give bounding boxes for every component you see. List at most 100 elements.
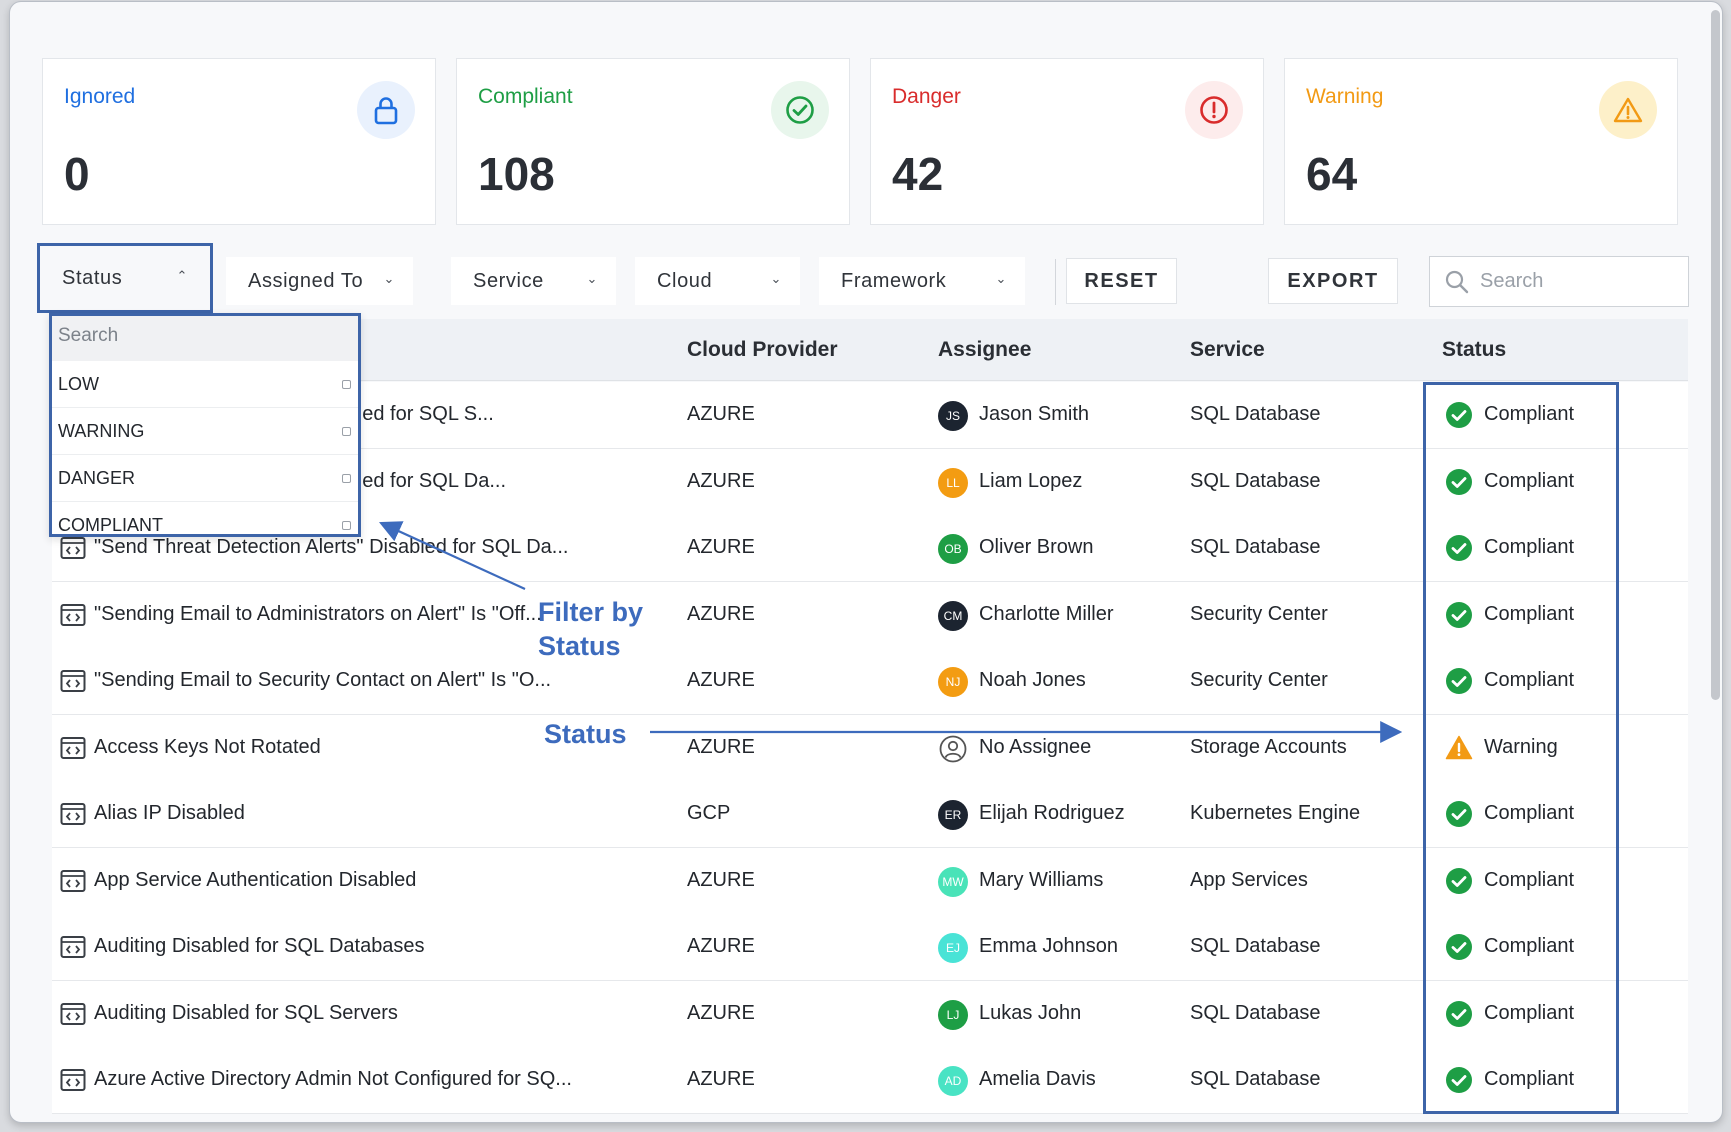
reset-button[interactable]: RESET — [1066, 258, 1177, 304]
warning-triangle-icon — [1599, 81, 1657, 139]
compliant-status-icon — [1446, 1000, 1472, 1027]
assignee-column-header[interactable]: Assignee — [938, 338, 1032, 361]
annotation-line: Filter by — [538, 597, 644, 627]
table-row[interactable]: "Send Threat Detection Alerts" Disabled … — [52, 515, 1688, 582]
status-option-warning[interactable]: WARNING — [52, 408, 358, 455]
checkbox[interactable] — [342, 521, 351, 530]
ignored-card[interactable]: Ignored 0 — [42, 58, 436, 225]
annotation-arrows — [379, 521, 1403, 743]
status-label: Compliant — [1484, 669, 1575, 691]
code-rule-icon — [60, 603, 86, 626]
danger-card[interactable]: Danger 42 — [870, 58, 1264, 225]
avatar: NJ — [938, 667, 968, 697]
avatar: OB — [938, 534, 968, 564]
service-name: Storage Accounts — [1190, 735, 1347, 758]
app-window: Ignored 0 Compliant 108 Danger 42 Warnin… — [9, 1, 1723, 1123]
checkbox[interactable] — [342, 474, 351, 483]
code-rule-icon — [60, 1069, 86, 1091]
card-title: Ignored — [64, 85, 136, 108]
status-filter-search-input[interactable] — [52, 316, 352, 356]
rule-name[interactable]: Azure Active Directory Admin Not Configu… — [94, 1068, 572, 1090]
assigned-to-filter-dropdown[interactable]: Assigned To ⌄ — [226, 257, 413, 305]
assignee-name: Elijah Rodriguez — [979, 802, 1125, 824]
service-filter-dropdown[interactable]: Service ⌄ — [451, 257, 616, 305]
card-title: Warning — [1306, 85, 1384, 108]
code-rule-icon — [60, 936, 86, 958]
rule-name[interactable]: "Send Threat Detection Alerts" Disabled … — [94, 536, 569, 558]
cloud-provider: AZURE — [687, 1001, 755, 1024]
code-rule-icon — [60, 537, 86, 559]
status-filter-dropdown[interactable]: Status ⌃ — [37, 243, 213, 313]
card-title: Danger — [892, 85, 961, 108]
status-label: Compliant — [1484, 802, 1575, 824]
scrollbar[interactable] — [1711, 10, 1720, 700]
checkbox[interactable] — [342, 380, 351, 389]
cloud-provider-column-header[interactable]: Cloud Provider — [687, 338, 838, 361]
cloud-filter-dropdown[interactable]: Cloud ⌄ — [635, 257, 800, 305]
status-option-danger[interactable]: DANGER — [52, 455, 358, 502]
chevron-down-icon: ⌄ — [383, 271, 395, 286]
compliant-status-icon — [1446, 668, 1472, 694]
rule-name[interactable]: Auditing Disabled for SQL Servers — [94, 1001, 398, 1024]
status-filter-search[interactable] — [52, 316, 358, 361]
checkbox[interactable] — [342, 427, 351, 436]
service-column-header[interactable]: Service — [1190, 338, 1265, 361]
rule-name[interactable]: "Sending Email to Administrators on Aler… — [94, 602, 542, 625]
status-option-label: DANGER — [58, 467, 136, 488]
compliant-status-icon — [1446, 535, 1472, 561]
avatar: MW — [938, 866, 968, 897]
status-filter-label: Status — [62, 266, 123, 289]
table-row[interactable]: Auditing Disabled for SQL Databases AZURE… — [52, 914, 1688, 981]
chevron-up-icon: ⌃ — [176, 268, 188, 283]
service-name: SQL Database — [1190, 403, 1321, 425]
service-name: Kubernetes Engine — [1190, 802, 1361, 824]
search-box[interactable] — [1429, 256, 1689, 307]
framework-filter-dropdown[interactable]: Framework ⌄ — [819, 257, 1025, 305]
lock-icon — [357, 81, 415, 139]
card-value: 0 — [64, 148, 90, 200]
compliant-status-icon — [1446, 934, 1472, 960]
table-row[interactable]: "Sending Email to Administrators on Aler… — [52, 581, 1688, 649]
assignee-name: Liam Lopez — [979, 469, 1083, 492]
avatar: LJ — [938, 999, 968, 1030]
cloud-provider: AZURE — [687, 935, 755, 957]
table-row[interactable]: Alias IP Disabled GCP ER Elijah Rodriguez Ku… — [52, 781, 1688, 848]
compliant-status-icon — [1446, 1067, 1472, 1093]
rule-name[interactable]: Access Keys Not Rotated — [94, 735, 321, 758]
chevron-down-icon: ⌄ — [995, 271, 1007, 286]
service-name: Security Center — [1190, 602, 1328, 625]
compliant-status-icon — [1446, 402, 1472, 428]
rule-name[interactable]: Auditing Disabled for SQL Databases — [94, 935, 425, 957]
compliant-status-icon — [1446, 867, 1472, 894]
table-row[interactable]: Access Keys Not Rotated AZURE No Assignee S… — [52, 714, 1688, 782]
cloud-filter-label: Cloud — [657, 269, 713, 292]
rule-name[interactable]: Alias IP Disabled — [94, 802, 245, 824]
search-input[interactable] — [1480, 270, 1680, 293]
code-rule-icon — [60, 736, 86, 759]
rule-name[interactable]: "Sending Email to Security Contact on Al… — [94, 669, 552, 691]
table-row[interactable]: Azure Active Directory Admin Not Configu… — [52, 1047, 1688, 1114]
cloud-provider: AZURE — [687, 536, 755, 558]
export-button[interactable]: EXPORT — [1268, 258, 1398, 304]
warning-status-icon — [1445, 735, 1473, 759]
status-option-low[interactable]: LOW — [52, 361, 358, 408]
table-row[interactable]: Auditing Disabled for SQL Servers AZURE LJ… — [52, 980, 1688, 1048]
assignee-name: Noah Jones — [979, 669, 1086, 691]
filter-divider — [1055, 259, 1056, 305]
avatar: ER — [938, 800, 968, 830]
rule-name[interactable]: App Service Authentication Disabled — [94, 868, 417, 891]
status-column-highlight — [1423, 382, 1619, 1114]
assignee-name: Emma Johnson — [979, 935, 1118, 957]
compliant-card[interactable]: Compliant 108 — [456, 58, 850, 225]
status-label: Compliant — [1484, 536, 1575, 558]
status-option-compliant[interactable]: COMPLIANT — [52, 502, 358, 549]
service-name: Security Center — [1190, 669, 1328, 691]
status-label: Compliant — [1484, 403, 1575, 425]
table-row[interactable]: App Service Authentication Disabled AZURE… — [52, 847, 1688, 915]
warning-card[interactable]: Warning 64 — [1284, 58, 1678, 225]
table-row[interactable]: "Sending Email to Security Contact on Al… — [52, 648, 1688, 715]
annotation-line: Status — [538, 631, 621, 661]
service-name: SQL Database — [1190, 935, 1321, 957]
status-column-header[interactable]: Status — [1442, 338, 1507, 361]
compliant-status-icon — [1446, 601, 1472, 628]
